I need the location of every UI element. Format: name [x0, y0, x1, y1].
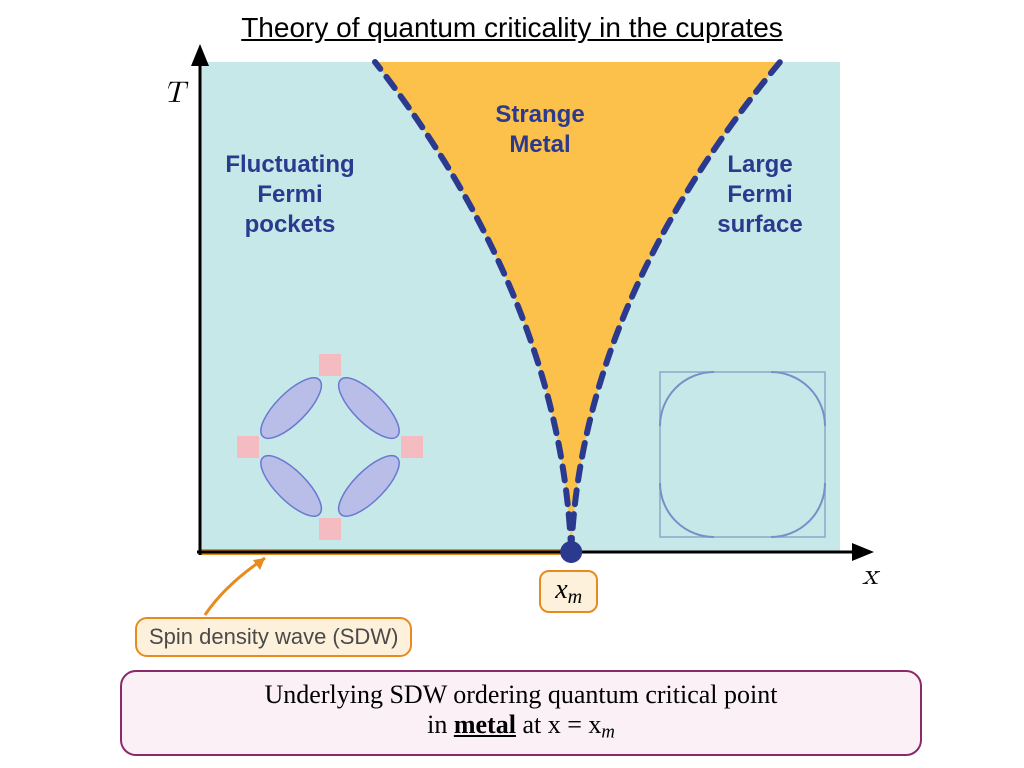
bottom-line2: in metal at x = xm: [427, 710, 615, 744]
phase-diagram: T* Flu: [170, 52, 890, 562]
svg-text:Large: Large: [727, 151, 792, 178]
svg-text:pockets: pockets: [245, 211, 336, 238]
sdw-arrow-path: [205, 558, 265, 615]
svg-text:Fermi: Fermi: [257, 181, 322, 208]
svg-text:Strange: Strange: [495, 101, 584, 128]
sdw-badge: Spin density wave (SDW): [135, 617, 412, 657]
svg-text:Fluctuating: Fluctuating: [225, 151, 354, 178]
bottom-statement-box: Underlying SDW ordering quantum critical…: [120, 670, 922, 756]
y-axis-arrowhead: [191, 44, 209, 66]
y-axis-label: T: [163, 78, 189, 108]
page-title: Theory of quantum criticality in the cup…: [0, 12, 1024, 44]
quantum-critical-point-dot: [560, 541, 582, 563]
diagram-svg: Fluctuating Fermi pockets Strange Metal Large…: [170, 52, 890, 562]
sdw-arrow: [170, 555, 350, 625]
svg-text:Fermi: Fermi: [727, 181, 792, 208]
x-axis-arrowhead: [852, 543, 874, 561]
xm-badge: xm: [539, 570, 598, 613]
sdw-badge-text: Spin density wave (SDW): [149, 624, 398, 649]
xm-label: xm: [555, 574, 582, 605]
bottom-line1: Underlying SDW ordering quantum critical…: [126, 680, 916, 710]
svg-text:surface: surface: [717, 211, 802, 238]
x-axis-label: x: [862, 560, 881, 590]
svg-text:Metal: Metal: [509, 131, 570, 158]
